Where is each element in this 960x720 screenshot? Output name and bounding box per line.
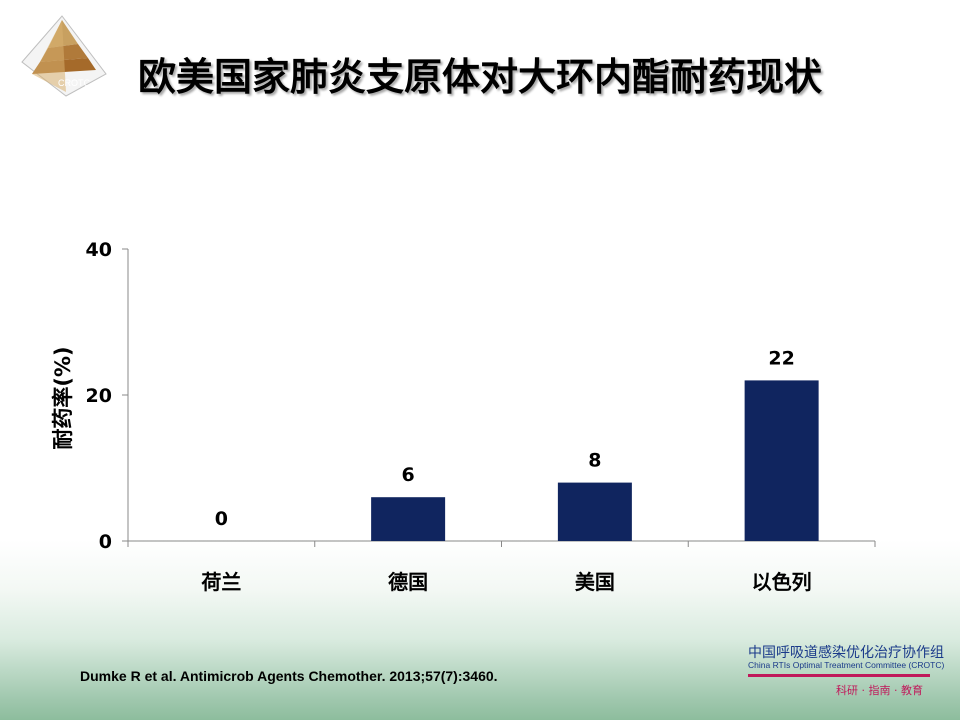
data-label: 0 — [215, 508, 228, 530]
bar — [371, 497, 446, 541]
data-label: 6 — [402, 464, 415, 486]
org-divider — [748, 674, 930, 677]
bar — [744, 380, 819, 541]
data-label: 8 — [588, 450, 601, 472]
org-english-name: China RTIs Optimal Treatment Committee (… — [748, 660, 945, 670]
data-label: 22 — [768, 347, 794, 369]
x-category-label: 荷兰 — [201, 570, 241, 594]
x-category-label: 以色列 — [752, 570, 812, 594]
x-category-label: 德国 — [388, 570, 428, 594]
crotc-logo: CROTC — [21, 15, 107, 97]
org-name: 中国呼吸道感染优化治疗协作组 — [748, 645, 944, 661]
logo-text: CROTC — [58, 78, 90, 88]
org-motto: 科研 · 指南 · 教育 — [836, 684, 923, 697]
org-branding: 中国呼吸道感染优化治疗协作组 China RTIs Optimal Treatm… — [748, 642, 944, 702]
bar — [557, 482, 632, 541]
page-title: 欧美国家肺炎支原体对大环内酯耐药现状 — [138, 55, 823, 99]
y-tick-label: 0 — [99, 531, 112, 553]
x-category-label: 美国 — [575, 570, 615, 594]
citation: Dumke R et al. Antimicrob Agents Chemoth… — [80, 668, 498, 684]
y-tick-label: 40 — [86, 239, 112, 261]
y-tick-label: 20 — [86, 385, 112, 407]
y-axis-label: 耐药率(%) — [51, 346, 75, 450]
